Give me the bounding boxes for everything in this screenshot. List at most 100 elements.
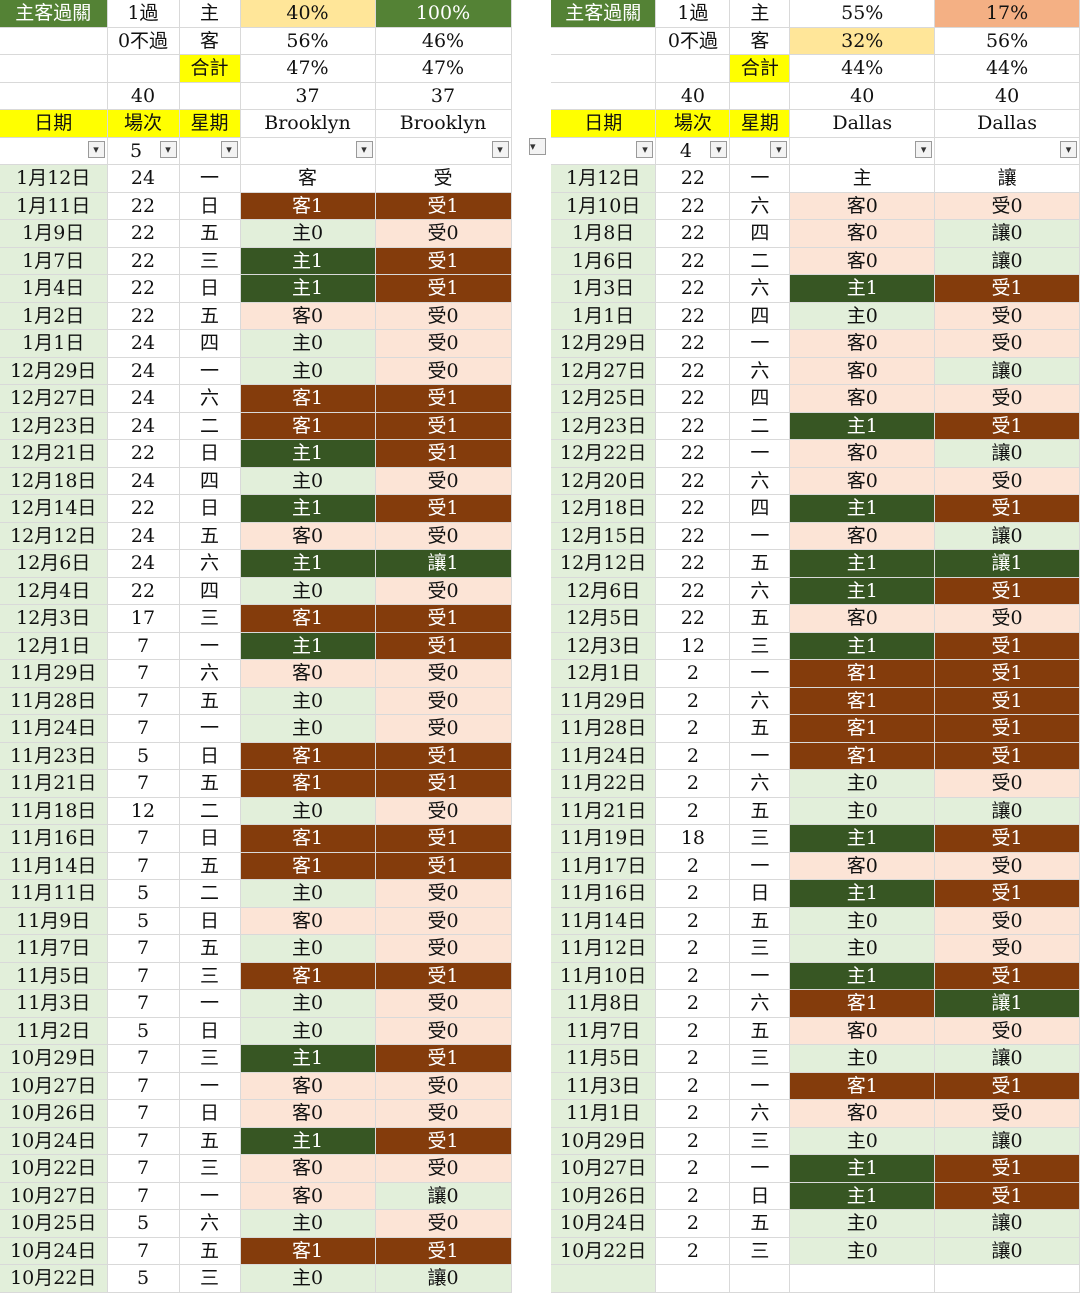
- filter-game[interactable]: 5 ▾: [107, 137, 180, 165]
- team-b-result-cell[interactable]: 受1: [375, 439, 512, 468]
- filter-dropdown-icon[interactable]: ▾: [159, 140, 177, 158]
- date-cell[interactable]: 10月29日: [0, 1044, 108, 1073]
- top-row-team-a[interactable]: 客: [240, 164, 376, 193]
- game-cell[interactable]: 22: [655, 357, 731, 385]
- filter-team-b[interactable]: ▾: [934, 137, 1080, 165]
- date-cell[interactable]: 12月29日: [0, 357, 108, 385]
- team-a-result-cell[interactable]: 客0: [789, 329, 936, 358]
- weekday-cell[interactable]: 五: [729, 604, 791, 633]
- date-cell[interactable]: 10月27日: [0, 1072, 108, 1100]
- summary-cell[interactable]: 56%: [240, 27, 376, 55]
- date-cell[interactable]: 11月14日: [551, 907, 657, 935]
- weekday-cell[interactable]: 五: [179, 1127, 241, 1155]
- summary-cell[interactable]: [551, 54, 657, 83]
- game-cell[interactable]: 2: [655, 1017, 731, 1045]
- summary-cell[interactable]: 44%: [934, 54, 1080, 83]
- team-b-result-cell[interactable]: 受0: [375, 522, 512, 550]
- game-cell[interactable]: 5: [107, 879, 180, 908]
- summary-cell[interactable]: 合計: [179, 54, 241, 83]
- summary-cell[interactable]: 主: [179, 0, 241, 28]
- team-a-result-cell[interactable]: 客1: [240, 604, 376, 633]
- date-cell[interactable]: 12月20日: [551, 467, 657, 495]
- team-b-result-cell[interactable]: 受0: [934, 852, 1080, 880]
- team-b-result-cell[interactable]: 受1: [934, 659, 1080, 688]
- filter-game[interactable]: 4 ▾: [655, 137, 731, 165]
- team-b-result-cell[interactable]: 讓0: [934, 1209, 1080, 1238]
- summary-cell[interactable]: 40: [789, 82, 936, 110]
- date-cell[interactable]: 11月16日: [0, 824, 108, 853]
- weekday-cell[interactable]: 三: [179, 1264, 241, 1293]
- team-b-result-cell[interactable]: 受1: [375, 604, 512, 633]
- date-cell[interactable]: 11月7日: [551, 1017, 657, 1045]
- team-b-result-cell[interactable]: 受0: [934, 1099, 1080, 1128]
- weekday-cell[interactable]: 日: [729, 879, 791, 908]
- team-a-result-cell[interactable]: 主1: [789, 632, 936, 660]
- game-cell[interactable]: 22: [655, 412, 731, 440]
- game-cell[interactable]: 5: [107, 1209, 180, 1238]
- date-cell[interactable]: 10月27日: [0, 1182, 108, 1210]
- team-a-result-cell[interactable]: 主1: [789, 494, 936, 523]
- game-cell[interactable]: 22: [107, 494, 180, 523]
- team-b-result-cell[interactable]: 受0: [934, 769, 1080, 798]
- weekday-cell[interactable]: 日: [179, 1099, 241, 1128]
- game-cell[interactable]: 7: [107, 687, 180, 715]
- team-b-result-cell[interactable]: 受0: [934, 1017, 1080, 1045]
- team-b-result-cell[interactable]: 受0: [375, 907, 512, 935]
- team-a-result-cell[interactable]: 主0: [240, 989, 376, 1018]
- game-cell[interactable]: 22: [655, 494, 731, 523]
- team-b-result-cell[interactable]: 受0: [375, 934, 512, 963]
- date-cell[interactable]: 12月3日: [551, 632, 657, 660]
- team-a-result-cell[interactable]: 客0: [240, 1154, 376, 1183]
- team-a-result-cell[interactable]: 客1: [240, 852, 376, 880]
- game-cell[interactable]: 22: [655, 577, 731, 605]
- weekday-cell[interactable]: 日: [179, 192, 241, 220]
- weekday-cell[interactable]: 六: [729, 192, 791, 220]
- date-cell[interactable]: 12月5日: [551, 604, 657, 633]
- team-a-result-cell[interactable]: 客0: [240, 1072, 376, 1100]
- team-b-result-cell[interactable]: 讓1: [934, 549, 1080, 578]
- top-row-game[interactable]: 22: [655, 164, 731, 193]
- summary-cell[interactable]: 44%: [789, 54, 936, 83]
- date-cell[interactable]: 12月3日: [0, 604, 108, 633]
- team-a-result-cell[interactable]: 主1: [240, 632, 376, 660]
- date-cell[interactable]: 10月27日: [551, 1154, 657, 1183]
- team-a-result-cell[interactable]: 主0: [240, 934, 376, 963]
- team-b-result-cell[interactable]: 受0: [375, 659, 512, 688]
- team-a-result-cell[interactable]: 主0: [240, 219, 376, 248]
- game-cell[interactable]: 2: [655, 852, 731, 880]
- team-a-result-cell[interactable]: 客1: [240, 962, 376, 990]
- team-a-result-cell[interactable]: 主1: [240, 247, 376, 275]
- filter-dropdown-icon[interactable]: ▾: [491, 140, 509, 158]
- team-a-result-cell[interactable]: 客0: [240, 1182, 376, 1210]
- weekday-cell[interactable]: 六: [729, 357, 791, 385]
- game-cell[interactable]: 5: [107, 1264, 180, 1293]
- date-cell[interactable]: 11月16日: [551, 879, 657, 908]
- game-cell[interactable]: 7: [107, 1072, 180, 1100]
- filter-dropdown-icon[interactable]: ▾: [770, 140, 788, 158]
- team-a-result-cell[interactable]: 客1: [789, 742, 936, 770]
- weekday-cell[interactable]: 日: [179, 824, 241, 853]
- team-a-result-cell[interactable]: 主0: [240, 357, 376, 385]
- team-a-result-cell[interactable]: 主0: [240, 1264, 376, 1293]
- summary-cell[interactable]: 32%: [789, 27, 936, 55]
- game-cell[interactable]: 7: [107, 1237, 180, 1265]
- filter-dropdown-icon[interactable]: ▾: [915, 140, 933, 158]
- date-cell[interactable]: 11月3日: [551, 1072, 657, 1100]
- team-a-result-cell[interactable]: 客1: [240, 742, 376, 770]
- weekday-cell[interactable]: 五: [729, 1209, 791, 1238]
- weekday-cell[interactable]: 一: [179, 632, 241, 660]
- team-b-result-cell[interactable]: 受0: [375, 467, 512, 495]
- team-b-result-cell[interactable]: 讓0: [934, 439, 1080, 468]
- weekday-cell[interactable]: 六: [729, 577, 791, 605]
- weekday-cell[interactable]: 五: [179, 687, 241, 715]
- weekday-cell[interactable]: 二: [729, 412, 791, 440]
- date-cell[interactable]: [551, 1264, 657, 1293]
- game-cell[interactable]: 2: [655, 962, 731, 990]
- game-cell[interactable]: 7: [107, 1044, 180, 1073]
- date-cell[interactable]: 11月21日: [0, 769, 108, 798]
- summary-cell[interactable]: 主客過關: [0, 0, 108, 28]
- team-b-result-cell[interactable]: 讓0: [934, 357, 1080, 385]
- weekday-cell[interactable]: 二: [729, 247, 791, 275]
- game-cell[interactable]: 2: [655, 1209, 731, 1238]
- date-cell[interactable]: 11月12日: [551, 934, 657, 963]
